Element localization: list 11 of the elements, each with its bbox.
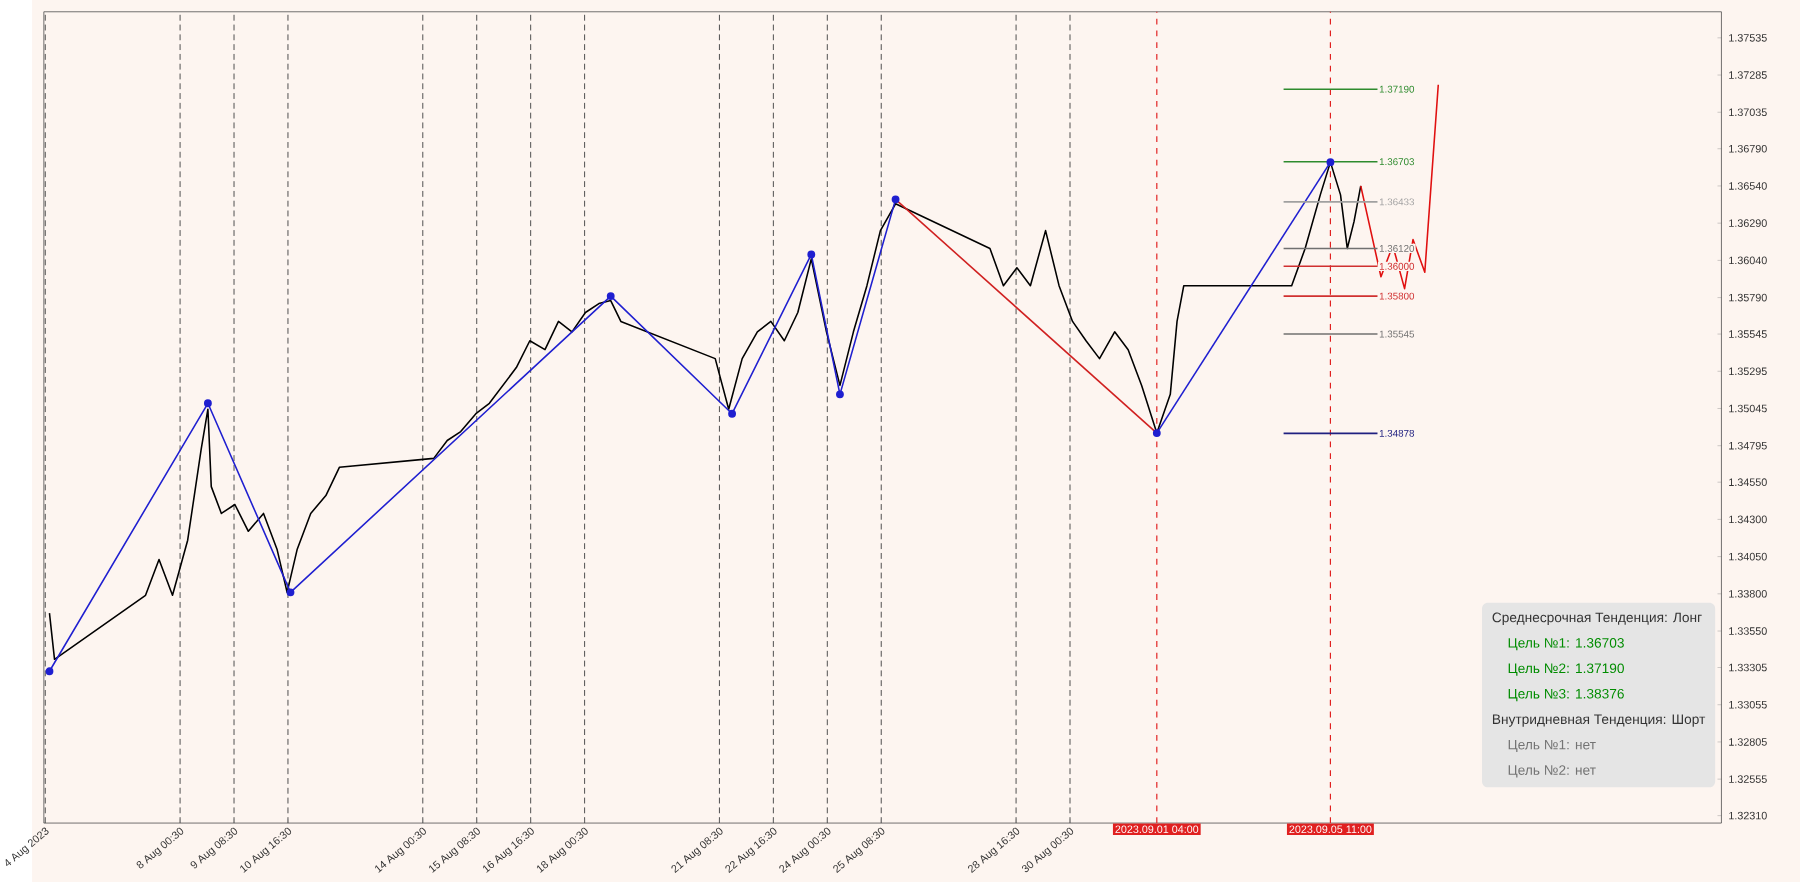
point xyxy=(606,292,615,301)
point xyxy=(1326,158,1335,167)
point xyxy=(1152,429,1161,437)
point xyxy=(891,195,900,204)
point xyxy=(807,250,816,259)
point xyxy=(836,390,844,399)
point xyxy=(203,399,212,408)
point xyxy=(286,588,295,597)
line-series xyxy=(1359,83,1440,290)
point xyxy=(728,409,737,418)
point xyxy=(45,667,54,676)
